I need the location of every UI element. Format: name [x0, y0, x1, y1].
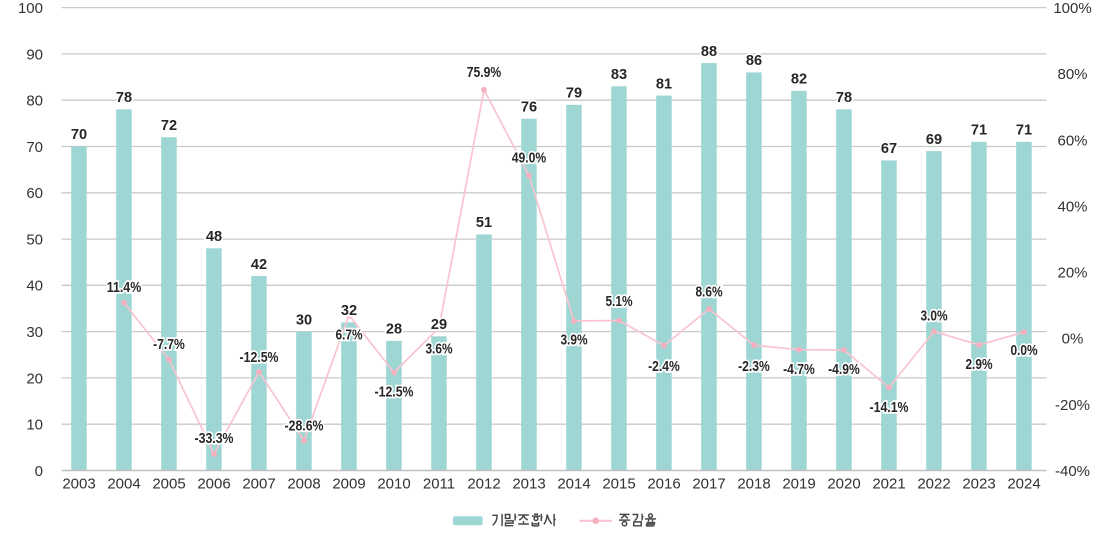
svg-text:2009: 2009 [332, 476, 365, 493]
svg-text:-40%: -40% [1055, 463, 1090, 480]
svg-text:3.6%: 3.6% [425, 342, 452, 358]
svg-text:3.9%: 3.9% [560, 333, 587, 349]
svg-text:60%: 60% [1057, 132, 1087, 149]
svg-text:2005: 2005 [152, 476, 185, 493]
svg-text:-4.9%: -4.9% [828, 362, 860, 378]
svg-text:-28.6%: -28.6% [285, 419, 324, 435]
svg-text:2023: 2023 [962, 476, 995, 493]
svg-text:90: 90 [26, 46, 43, 63]
svg-text:69: 69 [926, 132, 942, 148]
svg-text:2017: 2017 [692, 476, 725, 493]
svg-text:48: 48 [206, 229, 222, 245]
svg-text:-20%: -20% [1055, 397, 1090, 414]
svg-text:0: 0 [35, 463, 43, 480]
svg-text:40%: 40% [1057, 198, 1087, 215]
svg-text:42: 42 [251, 257, 267, 273]
svg-text:2.9%: 2.9% [965, 357, 992, 373]
svg-text:0.0%: 0.0% [1010, 343, 1037, 359]
svg-text:100%: 100% [1053, 0, 1091, 17]
svg-text:0%: 0% [1062, 331, 1084, 348]
svg-text:2019: 2019 [782, 476, 815, 493]
svg-text:83: 83 [611, 67, 627, 83]
svg-text:76: 76 [521, 99, 537, 115]
svg-text:70: 70 [71, 127, 87, 143]
svg-text:81: 81 [656, 76, 672, 92]
svg-text:20%: 20% [1057, 265, 1087, 282]
svg-text:78: 78 [116, 90, 132, 106]
svg-text:71: 71 [1016, 123, 1032, 139]
svg-text:10: 10 [26, 417, 43, 434]
svg-text:86: 86 [746, 53, 762, 69]
svg-text:32: 32 [341, 303, 357, 319]
svg-text:2014: 2014 [557, 476, 590, 493]
svg-text:-2.3%: -2.3% [738, 359, 770, 375]
svg-text:49.0%: 49.0% [512, 151, 547, 167]
svg-text:2008: 2008 [287, 476, 320, 493]
svg-text:29: 29 [431, 317, 447, 333]
svg-text:2016: 2016 [647, 476, 680, 493]
svg-text:88: 88 [701, 44, 717, 60]
svg-text:2006: 2006 [197, 476, 230, 493]
svg-text:2004: 2004 [107, 476, 140, 493]
svg-text:-2.4%: -2.4% [648, 359, 680, 375]
svg-text:30: 30 [296, 312, 312, 328]
svg-text:70: 70 [26, 139, 43, 156]
svg-text:60: 60 [26, 185, 43, 202]
svg-text:2010: 2010 [377, 476, 410, 493]
svg-text:5.1%: 5.1% [605, 294, 632, 310]
svg-text:-14.1%: -14.1% [870, 400, 909, 416]
svg-text:2015: 2015 [602, 476, 635, 493]
svg-text:2022: 2022 [917, 476, 950, 493]
svg-text:2024: 2024 [1007, 476, 1040, 493]
svg-text:30: 30 [26, 324, 43, 341]
svg-text:-12.5%: -12.5% [240, 350, 279, 366]
svg-text:75.9%: 75.9% [467, 65, 502, 81]
svg-text:50: 50 [26, 232, 43, 249]
svg-text:-7.7%: -7.7% [153, 337, 185, 353]
svg-text:2011: 2011 [423, 476, 455, 493]
svg-text:2018: 2018 [737, 476, 770, 493]
svg-text:8.6%: 8.6% [695, 285, 722, 301]
svg-text:80%: 80% [1057, 66, 1087, 83]
svg-text:-4.7%: -4.7% [783, 362, 815, 378]
svg-text:51: 51 [476, 215, 492, 231]
svg-text:11.4%: 11.4% [107, 280, 142, 296]
svg-text:67: 67 [881, 141, 897, 157]
svg-text:2012: 2012 [467, 476, 500, 493]
svg-text:3.0%: 3.0% [920, 309, 947, 325]
svg-text:2020: 2020 [827, 476, 860, 493]
svg-text:79: 79 [566, 86, 582, 102]
svg-text:72: 72 [161, 118, 177, 134]
svg-text:2013: 2013 [512, 476, 545, 493]
svg-text:40: 40 [26, 278, 43, 295]
svg-text:2007: 2007 [242, 476, 275, 493]
svg-text:2003: 2003 [62, 476, 95, 493]
svg-text:78: 78 [836, 90, 852, 106]
svg-text:2021: 2021 [872, 476, 905, 493]
svg-text:-33.3%: -33.3% [195, 431, 234, 447]
svg-text:-12.5%: -12.5% [375, 385, 414, 401]
svg-text:20: 20 [26, 370, 43, 387]
svg-text:71: 71 [971, 123, 987, 139]
svg-text:100: 100 [18, 0, 43, 17]
svg-text:80: 80 [26, 93, 43, 110]
svg-text:28: 28 [386, 322, 402, 338]
svg-text:82: 82 [791, 72, 807, 88]
svg-text:6.7%: 6.7% [335, 328, 362, 344]
